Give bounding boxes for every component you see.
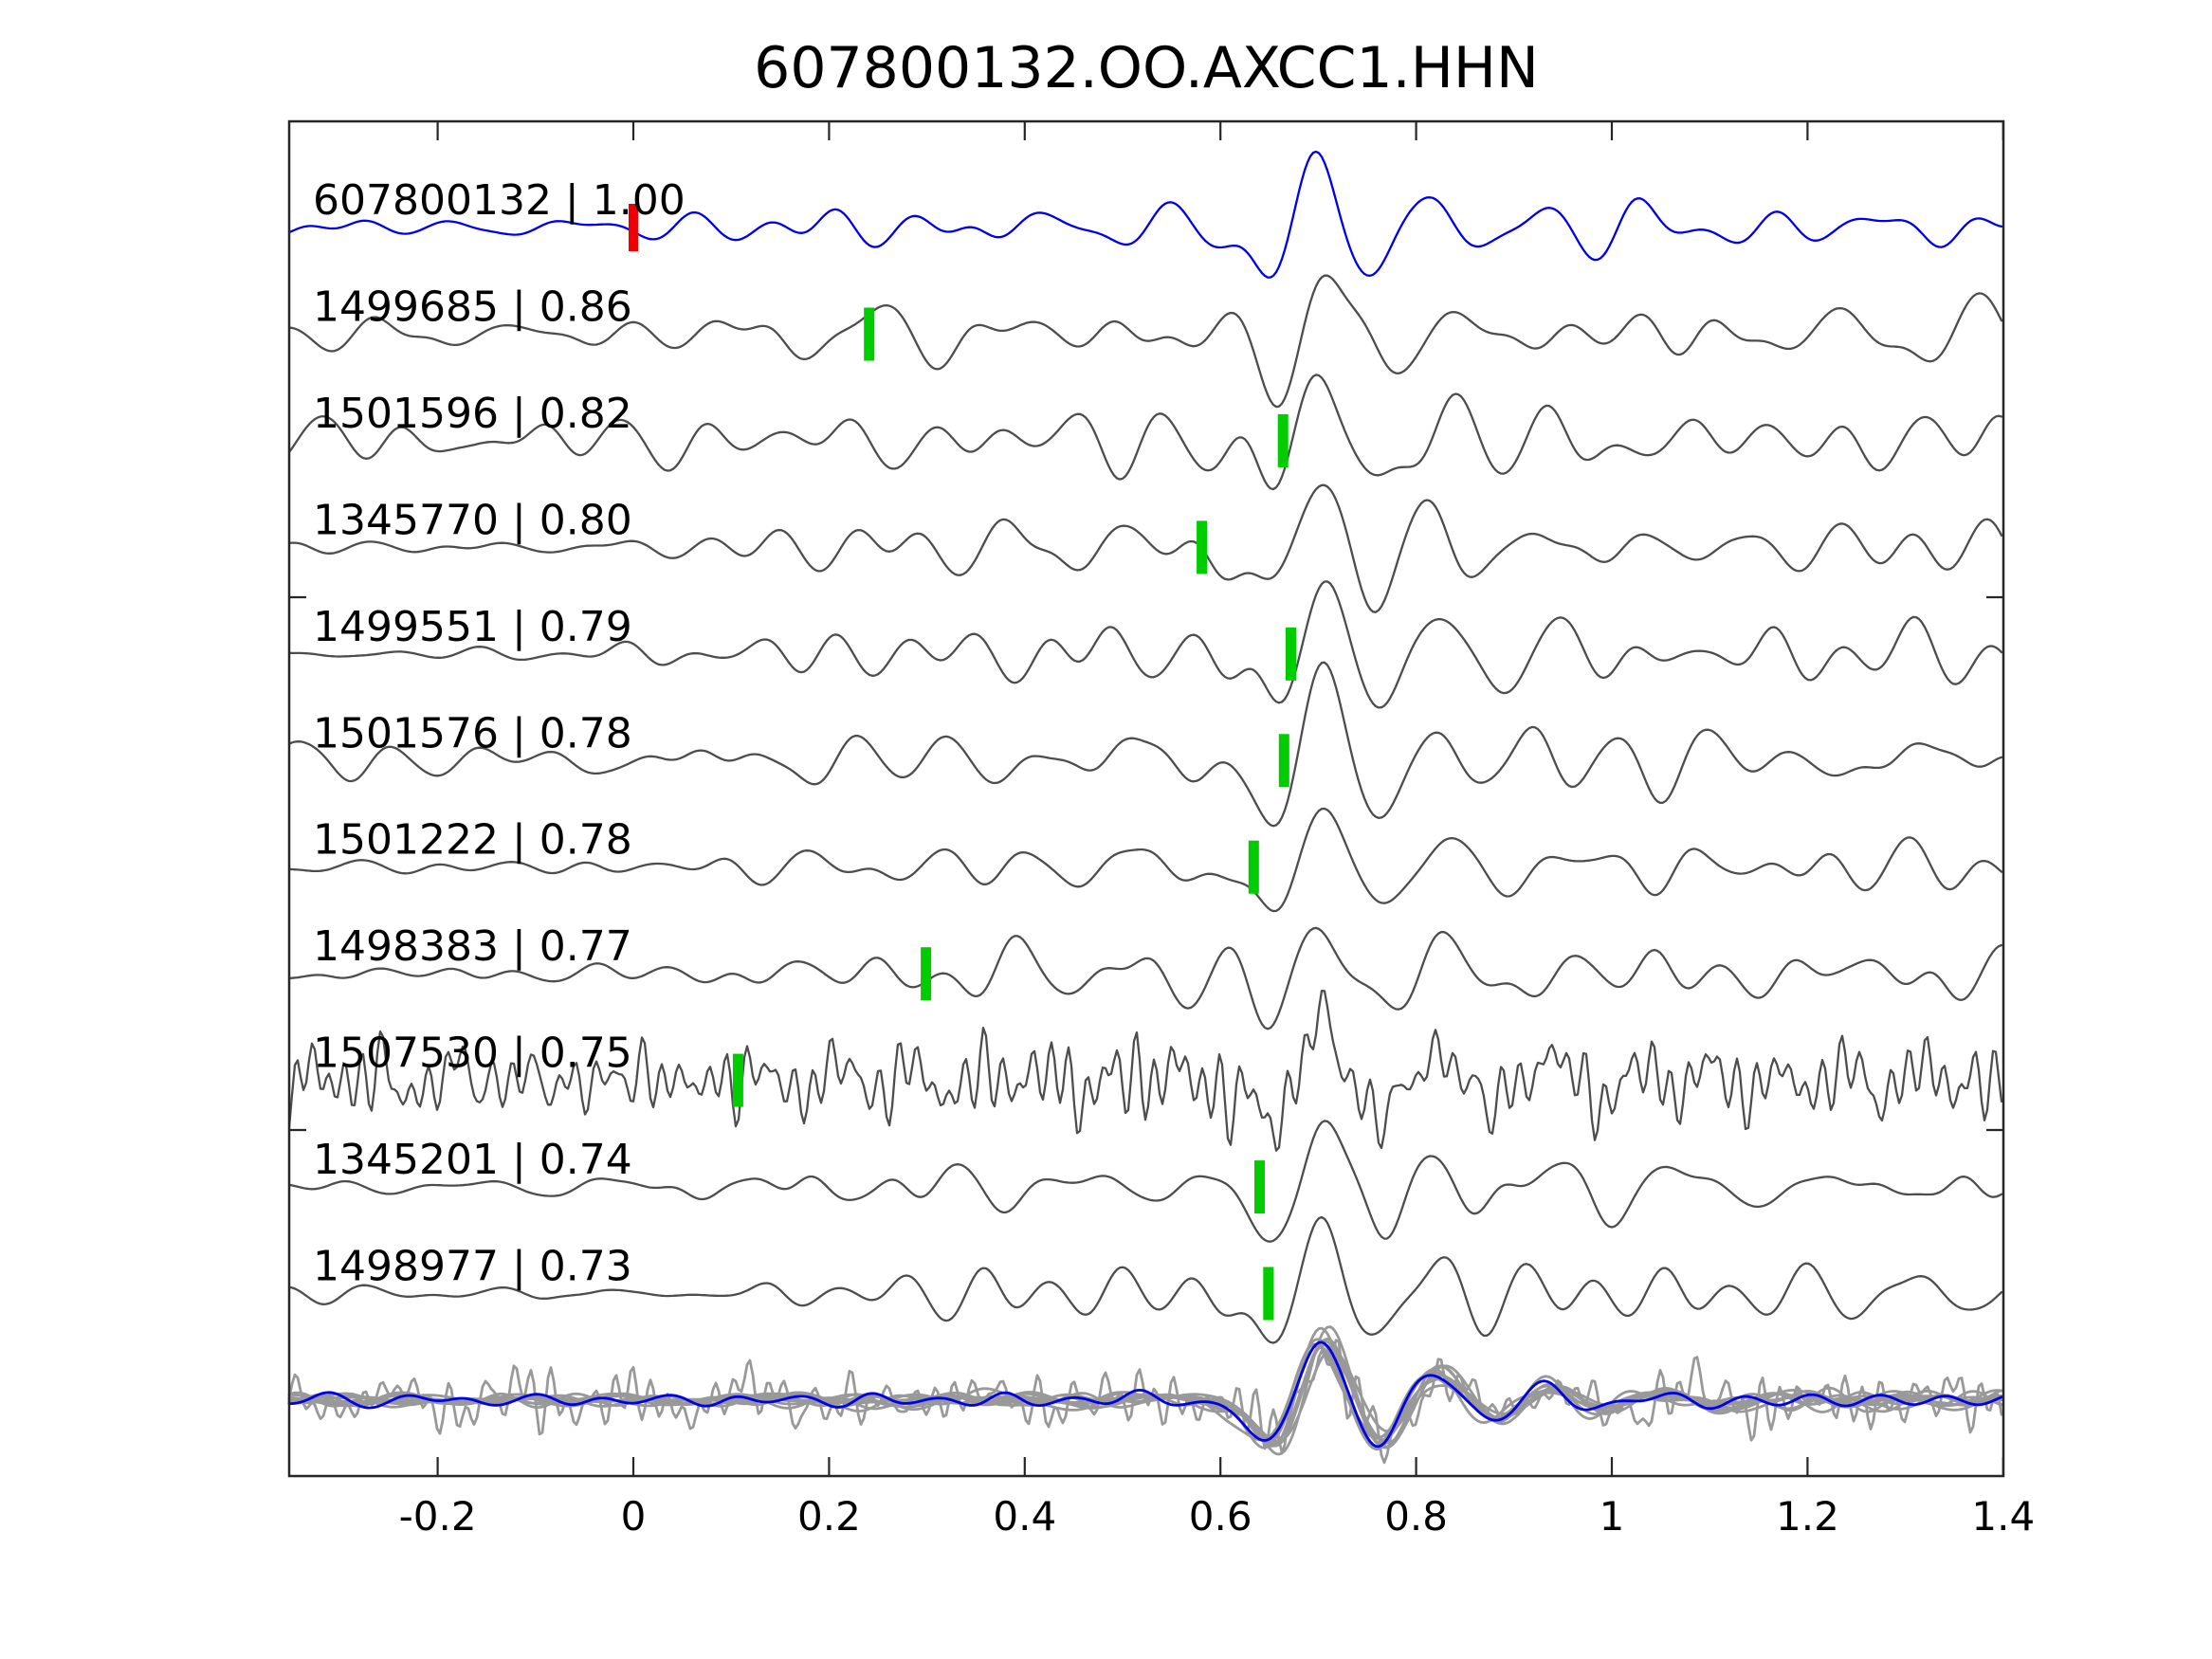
overlay-template-path-607800132 bbox=[287, 1340, 2003, 1449]
x-tick-label-0: 0 bbox=[621, 1493, 647, 1540]
trace-path-1498977 bbox=[287, 1215, 2003, 1344]
trace-path-1499685 bbox=[287, 274, 2003, 409]
x-tick-label-1: 1 bbox=[1600, 1493, 1625, 1540]
trace-path-1345201 bbox=[287, 1120, 2003, 1243]
trace-label-1345201: 1345201 | 0.74 bbox=[313, 1136, 632, 1184]
trace-label-1499551: 1499551 | 0.79 bbox=[313, 603, 632, 651]
trace-path-1501222 bbox=[287, 807, 2003, 913]
trace-path-1501576 bbox=[287, 661, 2003, 828]
pick-markers-layer bbox=[629, 204, 1296, 1321]
trace-label-1499685: 1499685 | 0.86 bbox=[313, 283, 632, 332]
trace-label-1501596: 1501596 | 0.82 bbox=[313, 390, 632, 438]
pick-marker-1507530 bbox=[732, 1053, 743, 1107]
trace-path-1499551 bbox=[287, 580, 2003, 709]
trace-label-607800132: 607800132 | 1.00 bbox=[313, 176, 686, 225]
x-tick-label-0.6: 0.6 bbox=[1189, 1493, 1252, 1540]
pick-marker-1501222 bbox=[1248, 840, 1259, 894]
trace-label-1507530: 1507530 | 0.75 bbox=[313, 1030, 632, 1078]
x-tick-label-0.4: 0.4 bbox=[993, 1493, 1056, 1540]
pick-marker-1501596 bbox=[1277, 413, 1289, 467]
pick-marker-1345201 bbox=[1254, 1160, 1265, 1214]
trace-label-1501576: 1501576 | 0.78 bbox=[313, 709, 632, 757]
axes-layer: -0.2 0 0.2 0.4 0.6 0.8 1 1.2 1.4 bbox=[287, 119, 2035, 1540]
figure-title: 607800132.OO.AXCC1.HHN bbox=[754, 35, 1539, 101]
trace-path-1501596 bbox=[287, 374, 2003, 491]
traces-layer bbox=[287, 150, 2003, 1465]
pick-marker-1499551 bbox=[1286, 627, 1296, 681]
pick-marker-1498383 bbox=[921, 947, 932, 1001]
pick-marker-1499685 bbox=[864, 307, 875, 361]
pick-marker-1498977 bbox=[1263, 1267, 1274, 1321]
pick-marker-1345770 bbox=[1197, 520, 1208, 574]
overlay-trace-path-1507530 bbox=[287, 1339, 2003, 1465]
trace-label-1498977: 1498977 | 0.73 bbox=[313, 1243, 632, 1291]
x-tick-label-0.8: 0.8 bbox=[1384, 1493, 1448, 1540]
trace-path-1498383 bbox=[287, 926, 2003, 1030]
x-tick-label-1.2: 1.2 bbox=[1776, 1493, 1839, 1540]
trace-label-1498383: 1498383 | 0.77 bbox=[313, 922, 632, 971]
x-tick-label--0.2: -0.2 bbox=[399, 1493, 477, 1540]
axis-frame bbox=[287, 119, 2005, 1478]
trace-path-1507530 bbox=[287, 990, 2003, 1152]
trace-label-1345770: 1345770 | 0.80 bbox=[313, 496, 632, 544]
pick-marker-607800132 bbox=[629, 204, 638, 251]
trace-path-1345770 bbox=[287, 483, 2003, 613]
trace-label-1501222: 1501222 | 0.78 bbox=[313, 816, 632, 865]
x-tick-label-1.4: 1.4 bbox=[1971, 1493, 2035, 1540]
pick-marker-1501576 bbox=[1278, 734, 1289, 788]
trace-labels-layer: 607800132 | 1.00 1499685 | 0.86 1501596 | … bbox=[313, 176, 686, 1291]
trace-path-607800132 bbox=[287, 150, 2003, 279]
x-tick-label-0.2: 0.2 bbox=[797, 1493, 861, 1540]
